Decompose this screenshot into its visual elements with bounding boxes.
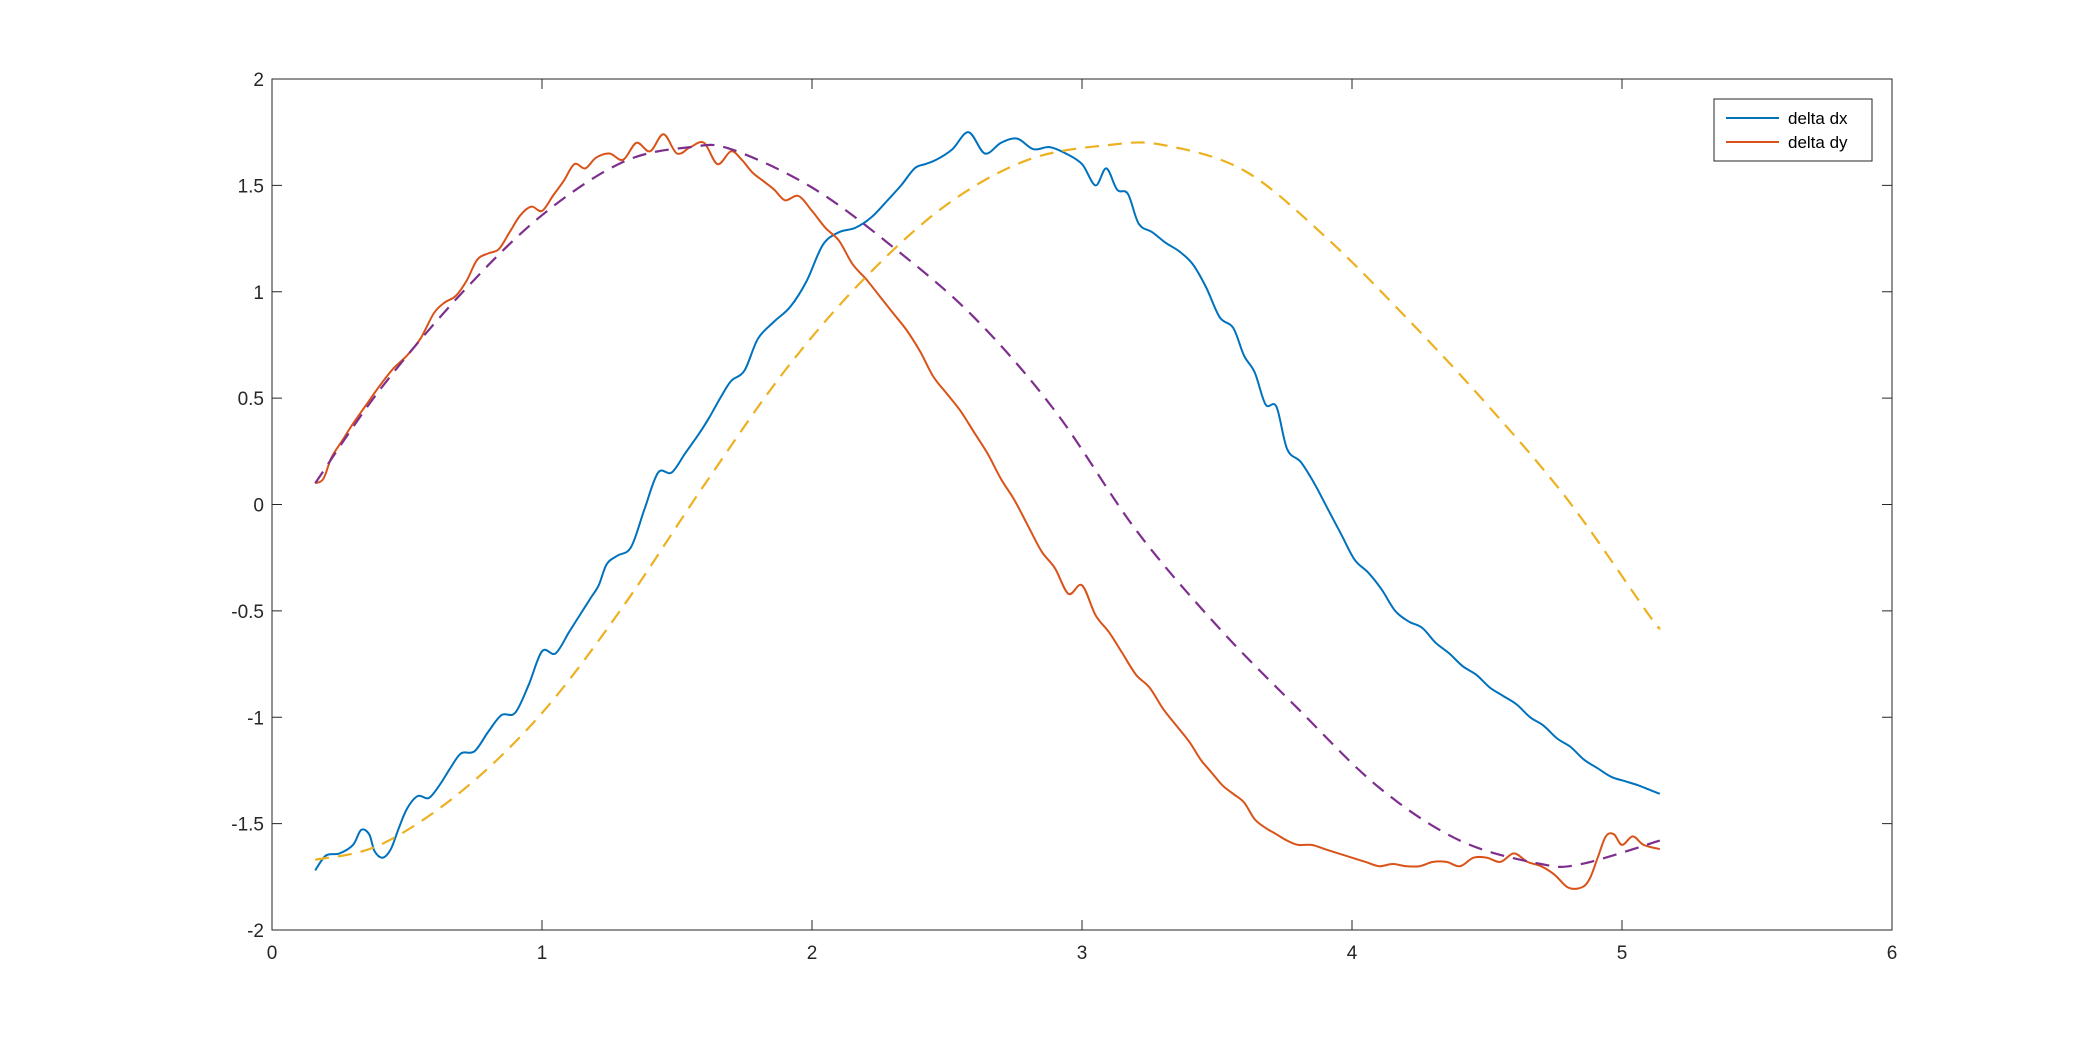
y-tick-label: 0.5 — [238, 389, 264, 410]
x-axis: 0 1 2 3 4 5 6 — [267, 79, 1898, 964]
x-tick-label: 3 — [1077, 943, 1088, 964]
y-tick-label: 1.5 — [238, 176, 264, 197]
x-tick-label: 1 — [537, 943, 548, 964]
legend-box — [1713, 98, 1873, 162]
series-line-delta-dx — [314, 131, 1661, 871]
y-tick-label: -2 — [247, 921, 264, 942]
y-tick-label: 1 — [253, 283, 264, 304]
plot-area — [272, 79, 1892, 930]
x-tick-label: 0 — [267, 943, 278, 964]
legend-label: delta dy — [1788, 133, 1848, 152]
legend[interactable]: delta dx delta dy — [1713, 98, 1873, 162]
x-tick-label: 5 — [1617, 943, 1628, 964]
legend-label: delta dx — [1788, 109, 1848, 128]
series-layer — [314, 131, 1661, 890]
y-tick-label: -1 — [247, 708, 264, 729]
y-axis: -2 -1.5 -1 -0.5 0 0.5 1 1.5 2 — [231, 70, 1892, 942]
series-line-fit-dy — [314, 143, 1661, 869]
series-line-delta-dy — [314, 133, 1661, 890]
x-tick-label: 6 — [1887, 943, 1898, 964]
y-tick-label: -1.5 — [231, 815, 264, 836]
x-tick-label: 4 — [1347, 943, 1358, 964]
y-tick-label: -0.5 — [231, 602, 264, 623]
x-tick-label: 2 — [807, 943, 818, 964]
series-line-fit-dx — [314, 141, 1661, 861]
y-tick-label: 0 — [253, 496, 264, 517]
y-tick-label: 2 — [253, 70, 264, 91]
